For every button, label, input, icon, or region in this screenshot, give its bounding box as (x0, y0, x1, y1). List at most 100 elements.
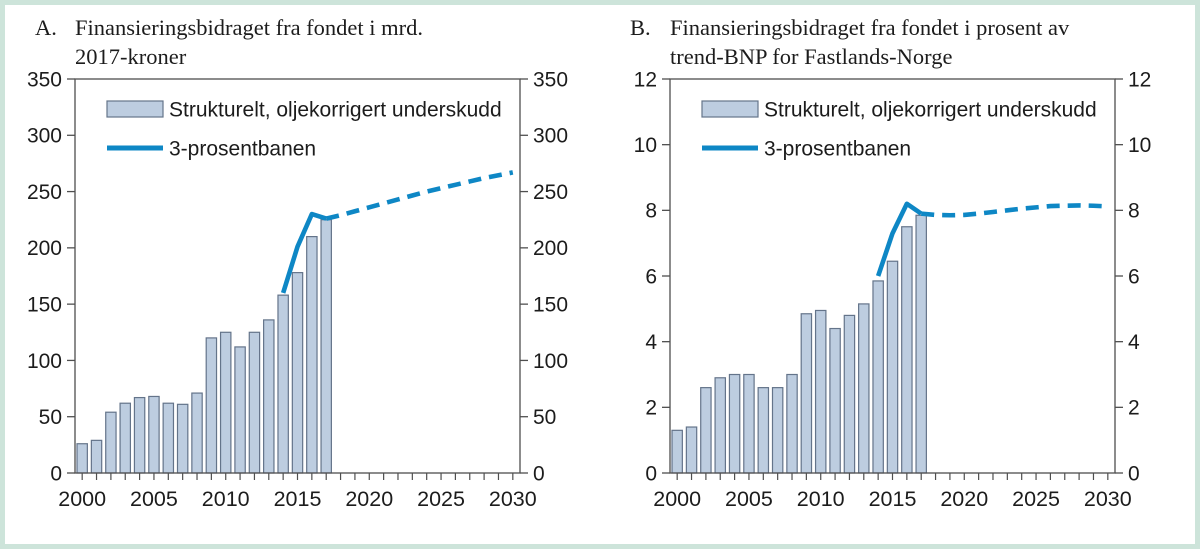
bar (671, 429, 683, 474)
bar (757, 387, 770, 474)
y-axis-tick-label-left: 0 (50, 462, 62, 485)
bar (205, 337, 218, 474)
x-axis-tick-label: 2010 (202, 487, 250, 511)
panel-a-title-line2: 2017-kroner (75, 44, 187, 69)
legend-line-label: 3-prosentbanen (169, 137, 316, 160)
chart-a-canvas: 0 0 50 50 100 100 150 150 200 200 250 250 300 300 350 3… (27, 71, 568, 511)
panel-b-title: B. Finansieringsbidraget fra fondet i pr… (600, 5, 1195, 71)
x-axis-tick-label: 2005 (130, 487, 178, 511)
bar (728, 373, 741, 474)
bar (291, 272, 304, 474)
y-axis-tick-label-left: 150 (27, 293, 62, 316)
legend-bar-label: Strukturelt, oljekorrigert underskudd (764, 98, 1097, 121)
bar (162, 402, 175, 474)
x-axis-tick-label: 2015 (869, 487, 917, 511)
x-axis-tick-label: 2010 (797, 487, 845, 511)
x-axis-tick-label: 2020 (940, 487, 988, 511)
y-axis-tick-label-left: 200 (27, 237, 62, 260)
bar (714, 377, 727, 474)
y-axis-tick-label-left: 250 (27, 181, 62, 204)
bar (248, 331, 261, 474)
x-axis-tick-label: 2000 (653, 487, 701, 511)
bar (843, 314, 856, 474)
bar (119, 402, 132, 474)
trend-line-solid (280, 211, 327, 294)
bar (800, 313, 813, 474)
bar (320, 219, 332, 474)
y-axis-tick-label-right: 50 (533, 406, 556, 429)
two-panel-chart-figure: A. Finansieringsbidraget fra fondet i mr… (5, 5, 1195, 544)
y-axis-tick-label-right: 12 (1128, 71, 1151, 91)
panel-a-title-text: Finansieringsbidraget fra fondet i mrd. 2… (75, 13, 600, 71)
y-axis-tick-label-right: 4 (1128, 331, 1140, 354)
bar (76, 443, 88, 474)
x-axis-tick-label: 2020 (345, 487, 393, 511)
bar (148, 395, 160, 474)
bar (829, 327, 841, 474)
y-axis-tick-label-left: 4 (645, 331, 657, 354)
bar (234, 346, 246, 474)
y-axis-tick-label-right: 250 (533, 181, 568, 204)
y-axis-tick-label-right: 2 (1128, 397, 1140, 420)
bar (133, 396, 146, 474)
y-axis-tick-label-left: 50 (39, 406, 62, 429)
bar (901, 226, 913, 474)
y-axis-tick-label-right: 350 (533, 71, 568, 91)
bar (771, 387, 784, 474)
bar (700, 387, 712, 474)
trend-line-dashed (921, 203, 1108, 218)
bar (191, 392, 203, 474)
x-axis-tick-label: 2030 (489, 487, 537, 511)
bar (814, 309, 827, 474)
bar (263, 319, 275, 474)
bar (306, 236, 318, 474)
x-axis-tick-label: 2000 (58, 487, 106, 511)
panel-a-title: A. Finansieringsbidraget fra fondet i mr… (5, 5, 600, 71)
y-axis-tick-label-left: 100 (27, 350, 62, 373)
trend-line-dashed (325, 170, 514, 221)
trend-line-solid (875, 201, 923, 277)
y-axis-tick-label-right: 150 (533, 293, 568, 316)
x-axis-tick-label: 2015 (274, 487, 322, 511)
x-axis-tick-label: 2005 (725, 487, 773, 511)
chart-b-canvas: 0 0 2 2 4 4 6 6 8 8 10 10 12 12 2000 2005 2010 2015 2020 20… (634, 71, 1152, 511)
bar (915, 214, 927, 474)
panel-b-title-line2: trend-BNP for Fastlands-Norge (670, 44, 953, 69)
bar (858, 303, 870, 474)
bar (872, 280, 884, 474)
y-axis-tick-label-left: 2 (645, 397, 657, 420)
y-axis-tick-label-right: 8 (1128, 200, 1140, 223)
legend-bar-label: Strukturelt, oljekorrigert underskudd (169, 98, 502, 121)
y-axis-tick-label-left: 300 (27, 125, 62, 148)
bar (176, 403, 189, 474)
y-axis-tick-label-right: 200 (533, 237, 568, 260)
panel-a-title-letter: A. (35, 15, 57, 40)
y-axis-tick-label-left: 8 (645, 200, 657, 223)
panel-b-title-text: Finansieringsbidraget fra fondet i prose… (670, 13, 1195, 71)
y-axis-tick-label-left: 10 (634, 134, 657, 157)
legend-bar-swatch (106, 100, 164, 118)
panel-b: B. Finansieringsbidraget fra fondet i pr… (600, 5, 1195, 544)
y-axis-tick-label-right: 300 (533, 125, 568, 148)
bar (105, 411, 117, 474)
x-axis-tick-label: 2030 (1084, 487, 1132, 511)
panel-a: A. Finansieringsbidraget fra fondet i mr… (5, 5, 600, 544)
y-axis-tick-label-right: 10 (1128, 134, 1151, 157)
y-axis-tick-label-right: 0 (533, 462, 545, 485)
x-axis-tick-label: 2025 (1012, 487, 1060, 511)
x-axis-tick-label: 2025 (417, 487, 465, 511)
bar (886, 260, 899, 474)
bar (786, 373, 798, 474)
panel-a-title-line1: Finansieringsbidraget fra fondet i mrd. (75, 15, 424, 40)
bar (743, 373, 755, 474)
y-axis-tick-label-left: 12 (634, 71, 657, 91)
legend-line-label: 3-prosentbanen (764, 137, 911, 160)
y-axis-tick-label-left: 6 (645, 265, 657, 288)
y-axis-tick-label-right: 0 (1128, 462, 1140, 485)
panel-b-title-line1: Finansieringsbidraget fra fondet i prose… (670, 15, 1070, 40)
bar (685, 426, 698, 474)
bar (219, 331, 232, 474)
y-axis-tick-label-left: 350 (27, 71, 62, 91)
y-axis-tick-label-left: 0 (645, 462, 657, 485)
y-axis-tick-label-right: 6 (1128, 265, 1140, 288)
